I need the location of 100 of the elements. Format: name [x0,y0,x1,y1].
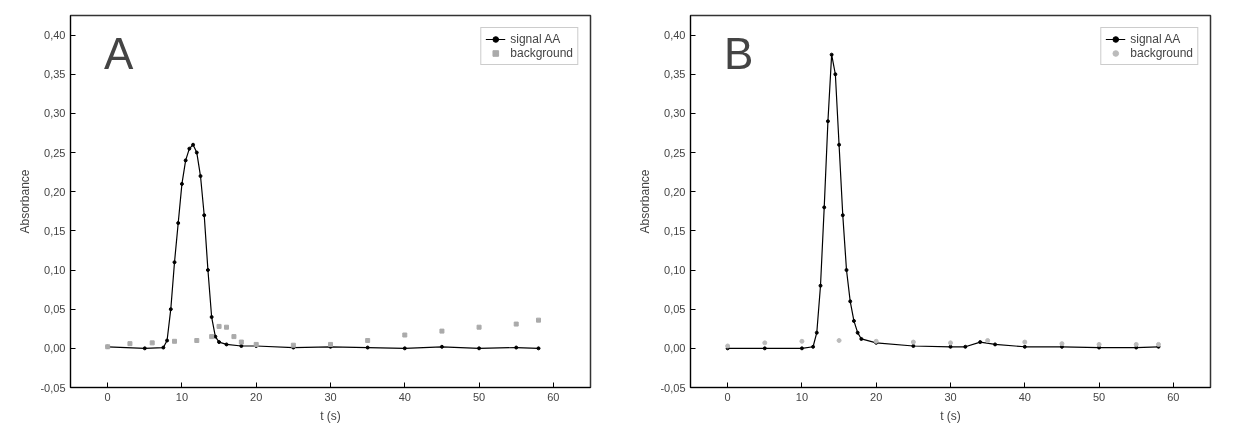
point [762,340,768,346]
point [762,346,767,351]
point [238,339,244,345]
point [476,324,482,330]
point [851,318,856,323]
y-tick-label: 0,25 [664,146,686,159]
point [833,72,838,77]
y-tick-label: 0,10 [44,264,66,277]
x-tick-label: 60 [1167,390,1180,403]
y-tick-label: 0,05 [44,303,66,316]
point [172,338,177,344]
x-tick-label: 10 [175,390,189,403]
point [822,205,827,210]
point [536,346,541,351]
y-axis-title: Absorbance [18,169,33,234]
point [172,260,177,265]
point [1133,341,1139,347]
legend-label: signal AA [510,32,561,46]
x-tick-label: 30 [324,390,337,403]
point [231,334,237,340]
y-tick-label: 0,25 [44,146,66,159]
point [948,344,953,349]
point [836,338,842,344]
point [187,146,192,151]
point [993,342,998,347]
y-tick-label: -0,05 [40,381,66,394]
x-tick-label: 40 [1018,390,1031,403]
point [811,344,816,349]
x-axis-title: t (s) [940,408,961,423]
y-tick-label: 0,30 [664,107,686,120]
y-tick-label: 0,20 [44,185,66,198]
point [844,268,849,273]
x-tick-label: 10 [795,390,809,403]
point [216,323,222,329]
point [402,332,408,338]
x-tick-label: 0 [104,390,111,403]
x-tick-label: 20 [250,390,263,403]
point [1022,339,1028,345]
x-tick-label: 20 [870,390,883,403]
point [402,346,407,351]
point [840,213,845,218]
point [205,268,210,273]
y-tick-label: 0,20 [664,185,686,198]
x-tick-label: 50 [1092,390,1106,403]
legend-label: background [510,46,573,60]
y-tick-label: 0,35 [44,68,66,81]
point [365,338,371,344]
point [202,213,207,218]
x-tick-label: 50 [472,390,486,403]
y-tick-label: 0,00 [44,342,66,355]
point [948,340,953,346]
legend-label: signal AA [1130,32,1181,46]
x-tick-label: 60 [547,390,560,403]
point [514,345,519,350]
legend-label: background [1130,46,1193,60]
point [825,119,830,124]
point [829,52,834,57]
point [910,339,916,345]
point [536,317,541,323]
point [183,158,188,163]
y-tick-label: 0,15 [664,224,686,237]
point [161,345,166,350]
x-tick-label: 0 [724,390,731,403]
point [217,340,222,345]
point [239,344,244,348]
point [149,340,155,346]
point [224,342,229,347]
point [213,334,218,339]
point [859,336,864,341]
y-tick-label: 0,05 [664,303,686,316]
y-tick-label: 0,00 [664,342,686,355]
point [194,338,200,344]
point [168,307,173,312]
y-tick-label: -0,05 [660,381,686,394]
x-tick-label: 30 [944,390,957,403]
x-axis-title: t (s) [320,408,341,423]
point [1096,341,1102,347]
point [963,344,968,349]
point [176,221,181,226]
chart-title: B [723,29,754,79]
point [209,315,214,320]
point [855,330,860,335]
point [439,344,444,349]
point [198,174,203,179]
point [224,324,229,330]
point [911,344,916,348]
chart-title: A [103,29,134,79]
point [814,330,819,335]
point [1022,344,1027,349]
point [978,340,983,345]
y-tick-label: 0,15 [44,224,66,237]
point [127,341,133,347]
point [477,346,482,351]
point [799,346,804,351]
y-tick-label: 0,10 [664,264,686,277]
point [209,334,215,340]
point [191,142,196,147]
y-tick-label: 0,35 [664,68,686,81]
point [194,150,199,155]
point [165,338,170,343]
